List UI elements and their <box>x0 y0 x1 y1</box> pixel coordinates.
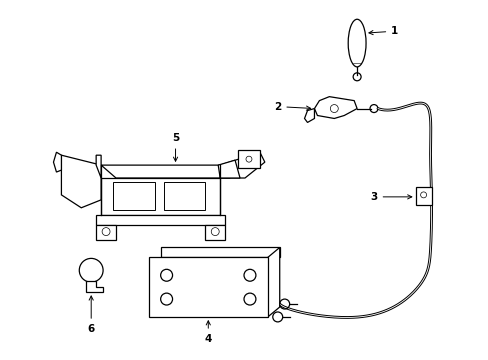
Polygon shape <box>61 155 101 208</box>
Bar <box>148 257 267 317</box>
Polygon shape <box>304 109 314 122</box>
Polygon shape <box>96 215 224 225</box>
Polygon shape <box>205 225 224 239</box>
Text: 2: 2 <box>274 102 310 112</box>
Polygon shape <box>96 155 101 178</box>
Polygon shape <box>86 281 103 292</box>
Text: 6: 6 <box>87 296 95 334</box>
Text: 3: 3 <box>369 192 411 202</box>
Polygon shape <box>220 152 264 178</box>
Polygon shape <box>314 96 356 118</box>
Text: 5: 5 <box>172 133 179 161</box>
Polygon shape <box>101 165 230 178</box>
Text: 4: 4 <box>204 321 211 344</box>
Polygon shape <box>96 225 116 239</box>
Polygon shape <box>101 178 220 215</box>
Polygon shape <box>161 247 279 257</box>
Polygon shape <box>218 160 240 178</box>
Ellipse shape <box>347 19 366 67</box>
Bar <box>163 182 205 210</box>
Text: 1: 1 <box>368 26 398 36</box>
Polygon shape <box>267 247 279 317</box>
Bar <box>415 187 431 205</box>
Polygon shape <box>53 152 61 172</box>
Bar <box>238 150 259 168</box>
Bar <box>113 182 154 210</box>
